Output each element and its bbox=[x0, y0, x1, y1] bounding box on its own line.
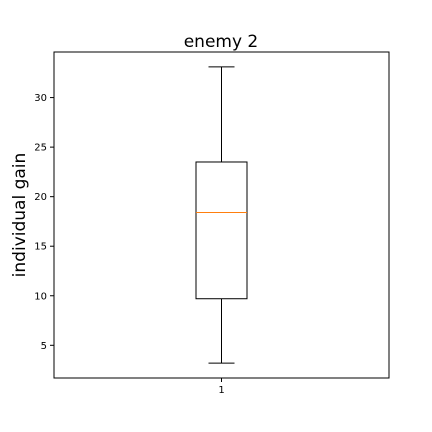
chart-title: enemy 2 bbox=[184, 32, 259, 52]
y-tick-label-10: 10 bbox=[34, 291, 47, 302]
y-axis-label: individual gain bbox=[10, 153, 30, 278]
boxes-group bbox=[195, 66, 248, 364]
y-tick-label-30: 30 bbox=[34, 93, 47, 104]
x-axis: 1 bbox=[218, 378, 225, 396]
y-tick-label-5: 5 bbox=[41, 341, 47, 352]
y-tick-label-20: 20 bbox=[34, 192, 47, 203]
y-tick-label-25: 25 bbox=[34, 143, 47, 154]
x-tick-label-1: 1 bbox=[218, 385, 224, 396]
interquartile-box bbox=[195, 161, 248, 300]
y-tick-label-15: 15 bbox=[34, 242, 47, 253]
y-axis: 5 10 15 20 25 30 bbox=[34, 93, 54, 352]
